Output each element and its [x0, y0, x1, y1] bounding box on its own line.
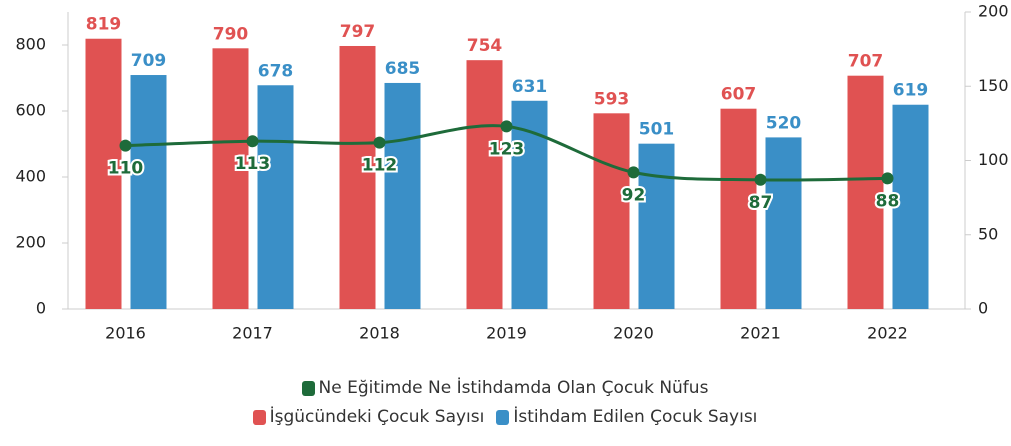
y2-tick-label: 0 — [978, 299, 988, 318]
y2-tick-label: 100 — [978, 150, 1009, 169]
x-tick-label: 2021 — [740, 324, 781, 343]
legend-label: İstihdam Edilen Çocuk Sayısı — [513, 407, 758, 427]
x-tick-label: 2016 — [105, 324, 146, 343]
bar — [638, 143, 675, 309]
bar — [847, 75, 884, 309]
bar — [339, 45, 376, 310]
bar — [212, 48, 249, 310]
point — [500, 120, 513, 133]
legend-label: Ne Eğitimde Ne İstihdamda Olan Çocuk Nüf… — [318, 378, 709, 398]
bar — [720, 108, 757, 309]
value-label: 112 — [362, 156, 398, 176]
bar — [765, 137, 802, 309]
point — [881, 172, 894, 185]
x-tick-label: 2018 — [359, 324, 400, 343]
x-tick-label: 2019 — [486, 324, 527, 343]
value-label: 88 — [876, 191, 900, 211]
legend-item: İstihdam Edilen Çocuk Sayısı — [496, 407, 757, 427]
value-label: 113 — [235, 154, 271, 174]
value-label: 520 — [766, 113, 802, 133]
bar — [384, 82, 421, 309]
y-tick-label: 600 — [15, 101, 46, 120]
y2-tick-label: 200 — [978, 2, 1009, 21]
legend-swatch — [252, 409, 266, 425]
plot: 0 200 400 600 800 0 50 100 150 200 2016 2017 2018 201… — [15, 2, 1009, 343]
y-tick-label: 800 — [15, 35, 46, 54]
point — [246, 135, 259, 148]
value-label: 92 — [622, 185, 646, 205]
legend-item: İşgücündeki Çocuk Sayısı — [252, 407, 485, 427]
value-label: 593 — [594, 89, 630, 109]
value-label: 790 — [213, 24, 249, 44]
point — [373, 136, 386, 149]
value-label: 707 — [848, 52, 884, 72]
legend-swatch — [301, 380, 315, 396]
bar — [85, 38, 122, 309]
value-label: 709 — [131, 51, 167, 71]
bar — [892, 104, 929, 309]
legend-label: İşgücündeki Çocuk Sayısı — [269, 407, 485, 427]
value-label: 123 — [489, 139, 525, 159]
value-label: 797 — [340, 22, 376, 42]
bar — [593, 113, 630, 309]
y-tick-label: 200 — [15, 233, 46, 252]
value-label: 619 — [893, 81, 929, 101]
x-tick-label: 2022 — [867, 324, 908, 343]
legend-swatch — [496, 409, 510, 425]
value-label: 678 — [258, 61, 294, 81]
y2-tick-label: 50 — [978, 224, 998, 243]
y-tick-label: 0 — [36, 299, 46, 318]
point — [754, 173, 767, 186]
value-label: 631 — [512, 77, 548, 97]
value-label: 685 — [385, 59, 421, 79]
point — [627, 166, 640, 179]
legend: Ne Eğitimde Ne İstihdamda Olan Çocuk Nüf… — [205, 378, 805, 427]
bar — [130, 75, 167, 309]
bar — [257, 85, 294, 309]
x-tick-label: 2020 — [613, 324, 654, 343]
value-label: 754 — [467, 36, 503, 56]
value-label: 819 — [86, 15, 122, 35]
value-label: 501 — [639, 120, 675, 140]
y-tick-label: 400 — [15, 167, 46, 186]
value-label: 87 — [749, 193, 773, 213]
value-label: 110 — [108, 159, 144, 179]
bar — [466, 60, 503, 310]
point — [119, 139, 132, 152]
value-label: 607 — [721, 85, 757, 105]
y2-tick-label: 150 — [978, 76, 1009, 95]
x-tick-label: 2017 — [232, 324, 273, 343]
legend-item: Ne Eğitimde Ne İstihdamda Olan Çocuk Nüf… — [301, 378, 709, 398]
